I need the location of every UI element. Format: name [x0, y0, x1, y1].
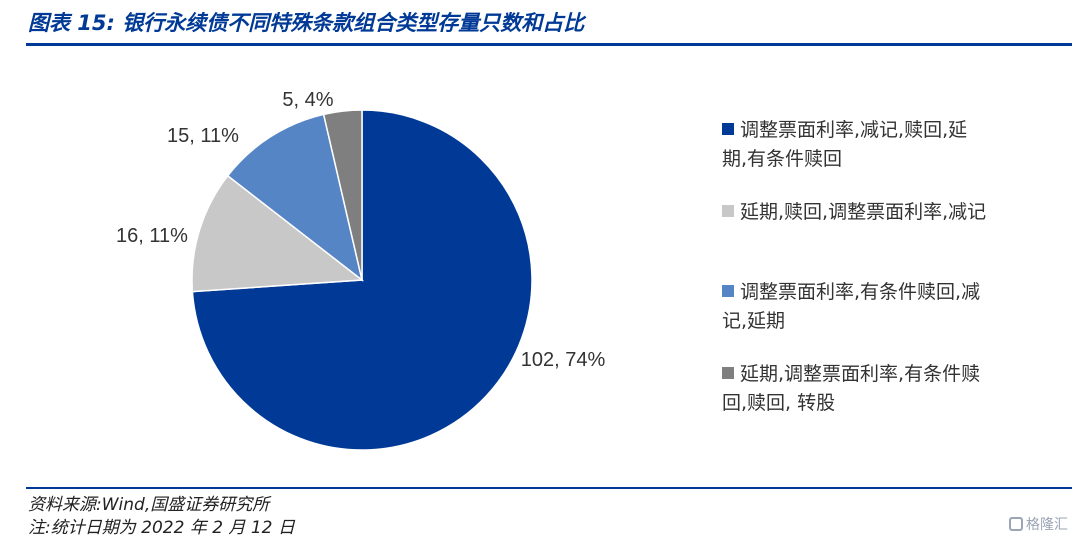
- watermark-text: 格隆汇: [1026, 514, 1068, 534]
- legend-label-1-line-1: 调整票面利率,减记,赎回,延: [740, 119, 967, 141]
- slice-label-1: 102, 74%: [521, 349, 606, 371]
- legend-swatch-4: [722, 367, 734, 379]
- pie-slices: [192, 110, 532, 450]
- legend-swatch-3: [722, 285, 734, 297]
- legend-label-4-line-1: 延期,调整票面利率,有条件赎: [740, 363, 980, 385]
- legend-item-1: 调整票面利率,减记,赎回,延期,有条件赎回: [722, 119, 967, 170]
- legend-item-2: 延期,赎回,调整票面利率,减记: [722, 201, 986, 223]
- legend-swatch-2: [722, 205, 734, 217]
- watermark: 格隆汇: [1009, 514, 1068, 534]
- footer-rule: [26, 487, 1072, 489]
- legend-label-4-line-2: 回,赎回, 转股: [722, 392, 835, 414]
- figure-title: 图表 15: 银行永续债不同特殊条款组合类型存量只数和占比: [28, 6, 584, 40]
- watermark-logo-icon: [1009, 517, 1023, 531]
- legend-label-2-line-1: 延期,赎回,调整票面利率,减记: [740, 201, 986, 223]
- slice-label-3: 15, 11%: [167, 125, 239, 147]
- title-rule: [26, 43, 1072, 46]
- legend-item-3: 调整票面利率,有条件赎回,减记,延期: [722, 281, 980, 332]
- slice-label-4: 5, 4%: [282, 89, 333, 111]
- source-note: 资料来源:Wind,国盛证券研究所: [28, 490, 269, 515]
- legend-item-4: 延期,调整票面利率,有条件赎回,赎回, 转股: [722, 363, 980, 414]
- legend-swatch-1: [722, 123, 734, 135]
- legend-label-3-line-2: 记,延期: [722, 310, 785, 332]
- legend-label-1-line-2: 期,有条件赎回: [722, 148, 842, 170]
- slice-label-2: 16, 11%: [116, 225, 188, 247]
- date-note: 注:统计日期为 2022 年 2 月 12 日: [28, 513, 295, 538]
- legend-label-3-line-1: 调整票面利率,有条件赎回,减: [740, 281, 980, 303]
- legend: 调整票面利率,减记,赎回,延期,有条件赎回延期,赎回,调整票面利率,减记调整票面…: [722, 119, 986, 414]
- pie-chart: 102, 74% 16, 11% 15, 11% 5, 4% 调整票面利率,减记,赎回…: [0, 50, 1080, 485]
